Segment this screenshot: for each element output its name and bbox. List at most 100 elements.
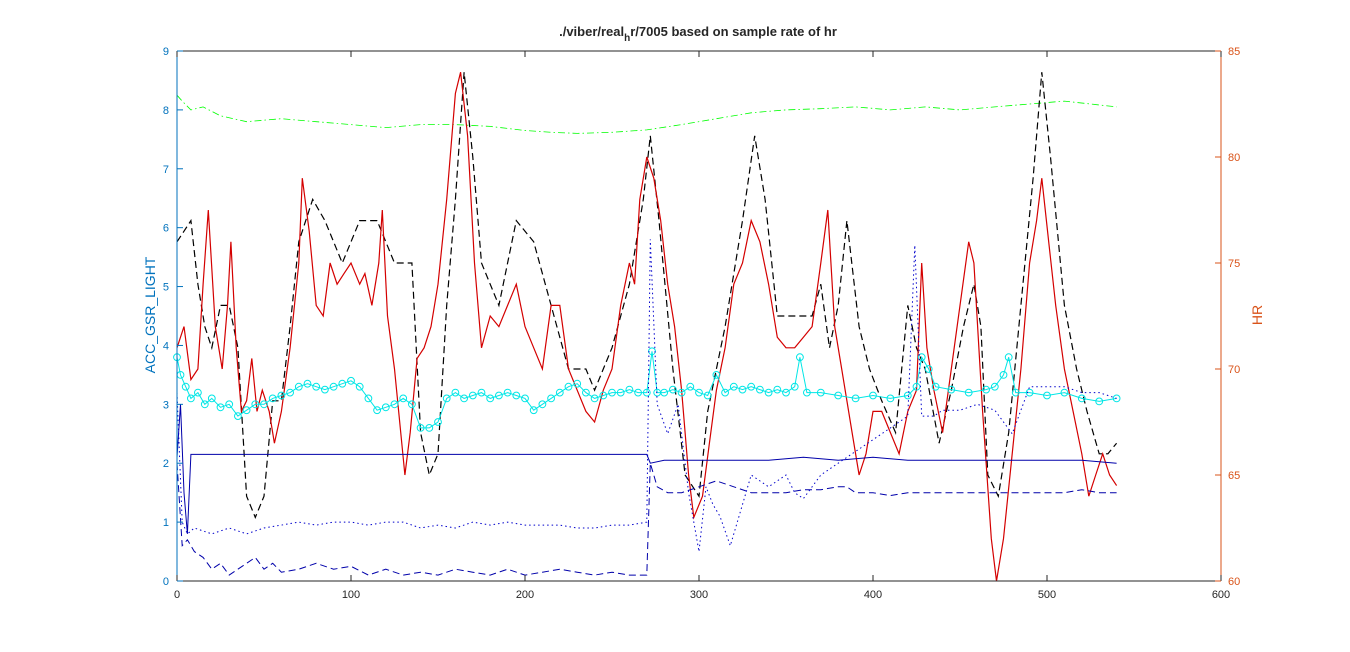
- series-4-marker-100: [1112, 394, 1121, 403]
- series-4-marker-22: [338, 379, 347, 388]
- series-4-marker-36: [460, 394, 469, 403]
- series-4-marker-5: [194, 388, 202, 397]
- series-4-marker-50: [582, 388, 590, 397]
- x-tick-label-500: 500: [1038, 589, 1056, 601]
- series-4-marker-49: [573, 379, 582, 388]
- series-4-marker-44: [529, 406, 538, 415]
- series-4-marker-99: [1095, 397, 1104, 406]
- series-4-marker-61: [669, 385, 677, 394]
- series-4-marker-25: [364, 394, 373, 403]
- series-4-marker-11: [242, 406, 251, 415]
- series-4-marker-88: [947, 385, 956, 394]
- series-4-marker-79: [834, 391, 843, 400]
- series-4-marker-70: [747, 382, 756, 391]
- series-4-marker-81: [869, 391, 877, 400]
- series-4-marker-47: [555, 388, 564, 397]
- y-right-tick-label-70: 70: [1228, 364, 1240, 376]
- series-4-marker-45: [538, 400, 547, 409]
- series-4-marker-91: [990, 382, 999, 391]
- series-4-marker-8: [216, 403, 225, 412]
- series-line-5: [176, 404, 1117, 534]
- y-axis-right-label: HR: [1249, 305, 1265, 325]
- series-4-marker-69: [738, 385, 747, 394]
- series-line-6: [176, 463, 1117, 576]
- series-4-marker-84: [912, 382, 921, 391]
- y-left-tick-label-6: 6: [163, 223, 169, 235]
- series-4-marker-52: [599, 391, 608, 400]
- series-4-marker-34: [442, 394, 451, 403]
- series-4-marker-77: [803, 388, 811, 397]
- series-4-marker-3: [181, 382, 190, 391]
- series-4-marker-31: [416, 424, 425, 432]
- series-4-marker-39: [486, 394, 495, 403]
- series-4-marker-21: [329, 382, 338, 391]
- series-4-marker-55: [625, 385, 634, 394]
- series-4-marker-17: [294, 382, 303, 391]
- series-4-marker-14: [268, 394, 277, 403]
- series-4-marker-4: [187, 394, 195, 403]
- series-4-marker-62: [677, 388, 686, 397]
- series-4-marker-32: [425, 424, 434, 432]
- series-4-marker-89: [964, 388, 973, 397]
- series-4-marker-24: [355, 382, 364, 391]
- series-line-1: [176, 94, 1117, 134]
- series-4-marker-98: [1077, 394, 1086, 403]
- series-4-marker-30: [408, 400, 416, 409]
- series-4-marker-29: [399, 394, 408, 403]
- series-4-marker-12: [251, 400, 260, 409]
- y-left-tick-label-8: 8: [163, 105, 169, 117]
- series-4-marker-72: [764, 388, 773, 397]
- series-4-marker-42: [512, 391, 521, 400]
- series-4-marker-51: [590, 394, 599, 403]
- series-4-marker-63: [686, 382, 695, 391]
- series-4-marker-56: [634, 388, 642, 397]
- series-4-marker-76: [796, 353, 804, 362]
- series-4-marker-82: [886, 394, 895, 403]
- series-4-marker-6: [200, 400, 209, 409]
- x-tick-label-0: 0: [174, 589, 180, 601]
- y-left-tick-label-0: 0: [163, 576, 169, 588]
- series-4-marker-9: [225, 400, 234, 409]
- series-4-marker-38: [477, 388, 486, 397]
- series-4-marker-41: [503, 388, 512, 397]
- series-4-marker-87: [931, 382, 940, 391]
- series-4-marker-46: [547, 394, 555, 403]
- series-4-marker-97: [1060, 388, 1069, 397]
- series-4-marker-85: [917, 353, 926, 362]
- series-4-marker-80: [851, 394, 860, 403]
- series-4-marker-90: [982, 385, 990, 394]
- series-4-marker-71: [756, 385, 764, 394]
- series-4-marker-40: [495, 391, 503, 400]
- series-4-marker-48: [564, 382, 573, 391]
- series-4-marker-26: [373, 406, 382, 415]
- y-left-tick-label-5: 5: [163, 282, 169, 294]
- series-line-3: [176, 72, 1118, 582]
- series-4-marker-53: [608, 388, 616, 397]
- series-4-marker-33: [434, 418, 442, 426]
- series-line-4: [176, 351, 1117, 429]
- series-4-marker-74: [782, 388, 790, 397]
- series-4-marker-60: [660, 388, 669, 397]
- y-left-tick-label-2: 2: [163, 458, 169, 470]
- chart-title: ./viber/realhr/7005 based on sample rate…: [559, 24, 837, 44]
- series-4-marker-28: [390, 400, 399, 409]
- y-right-tick-label-65: 65: [1228, 470, 1240, 482]
- x-tick-label-200: 200: [516, 589, 534, 601]
- series-4-marker-19: [312, 382, 321, 391]
- series-4-marker-96: [1043, 391, 1051, 400]
- series-4-marker-94: [1011, 388, 1020, 397]
- series-4-marker-92: [999, 371, 1008, 379]
- series-4-marker-68: [729, 382, 738, 391]
- y-left-tick-label-1: 1: [163, 517, 169, 529]
- series-line-7: [176, 239, 1117, 552]
- series-4-marker-86: [924, 365, 933, 373]
- series-4-marker-13: [260, 400, 268, 409]
- series-4-marker-43: [521, 394, 529, 403]
- series-4-marker-23: [347, 376, 355, 385]
- plot-area: 0 100 200 300 400 500 600 0 1 2 3 4 5 6 7 8 9 60 65 70 75 80 8…: [163, 46, 1240, 601]
- y-left-tick-label-7: 7: [163, 164, 169, 176]
- series-4-marker-27: [381, 403, 390, 412]
- series-4-marker-57: [642, 388, 651, 397]
- series-4-marker-95: [1025, 388, 1034, 397]
- series-4-marker-20: [321, 385, 329, 394]
